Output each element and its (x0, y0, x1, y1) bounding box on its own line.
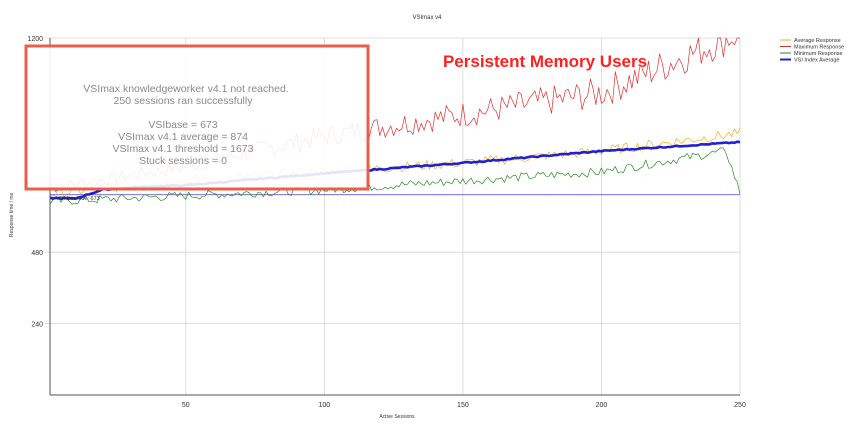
legend-entry: VSI Index Average (794, 58, 839, 64)
annotation-line-3: VSIbase = 673 (148, 119, 217, 131)
x-tick-label: 150 (457, 402, 469, 409)
legend-entry: Maximum Response (794, 45, 844, 51)
annotation-line-6: Stuck sessions = 0 (139, 155, 227, 167)
y-tick-label: 480 (31, 250, 43, 257)
annotation-line-1: VSImax knowledgeworker v4.1 not reached. (83, 83, 288, 95)
x-tick-label: 200 (596, 402, 608, 409)
legend-entry: Average Response (794, 38, 841, 44)
overlay-title: Persistent Memory Users (443, 52, 647, 71)
chart-title: VSImax v4 (412, 15, 442, 21)
baseline-label: VSI Baseline: 673 (56, 196, 100, 202)
x-tick-label: 250 (734, 402, 746, 409)
x-axis-label: Active Sessions (379, 414, 415, 420)
x-tick-label: 100 (318, 402, 330, 409)
annotation-line-5: VSImax v4.1 threshold = 1673 (113, 143, 254, 155)
y-axis-label: Response time / ms (9, 192, 15, 237)
legend-entry: Minimum Response (794, 51, 843, 57)
annotation-line-2: 250 sessions ran successfully (114, 95, 254, 107)
annotation-box: VSImax knowledgeworker v4.1 not reached.… (24, 44, 370, 191)
tick-labels: 50 100 150 200 250 240 480 1200 (27, 36, 746, 409)
x-tick-label: 50 (182, 402, 190, 409)
annotation-line-4: VSImax v4.1 average = 874 (118, 131, 248, 143)
y-tick-label: 240 (31, 322, 43, 329)
y-tick-label: 1200 (27, 36, 43, 43)
series-line-minimum (49, 147, 741, 205)
